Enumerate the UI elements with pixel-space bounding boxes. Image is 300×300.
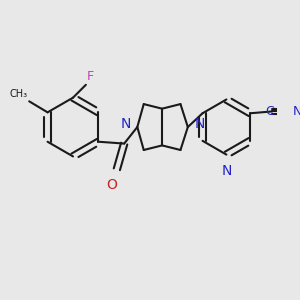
Text: N: N <box>121 117 131 131</box>
Text: C: C <box>266 105 274 118</box>
Text: N: N <box>194 117 205 131</box>
Text: O: O <box>106 178 117 193</box>
Text: F: F <box>87 70 94 83</box>
Text: N: N <box>292 105 300 118</box>
Text: N: N <box>221 164 232 178</box>
Text: CH₃: CH₃ <box>9 88 27 99</box>
